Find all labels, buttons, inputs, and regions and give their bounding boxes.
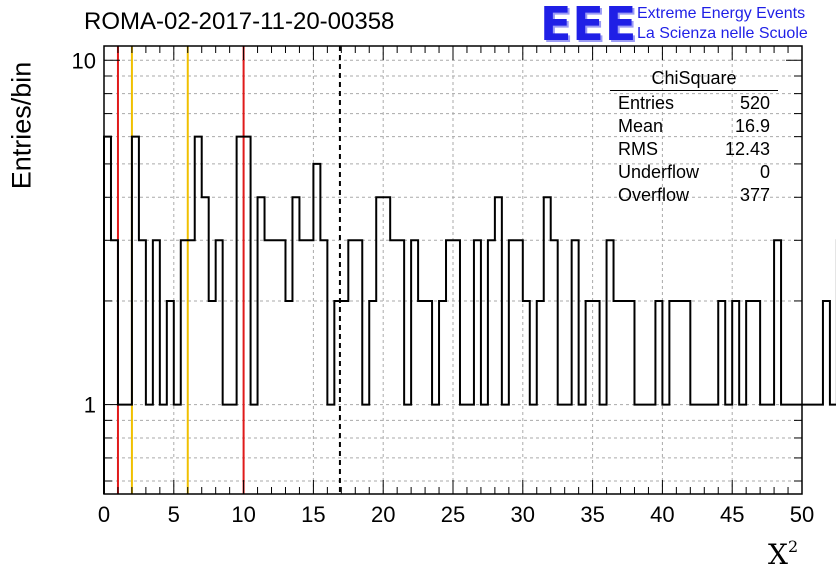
plot-title: ROMA-02-2017-11-20-00358 — [84, 8, 395, 35]
stats-value: 12.43 — [724, 139, 770, 159]
x-tick-label: 40 — [650, 502, 674, 527]
x-tick-label: 35 — [580, 502, 604, 527]
x-tick-label: 15 — [301, 502, 325, 527]
x-tick-label: 50 — [790, 502, 814, 527]
x-tick-label: 30 — [511, 502, 535, 527]
x-tick-label: 45 — [720, 502, 744, 527]
stats-row-overflow: Overflow 377 — [610, 183, 778, 206]
stats-label: Underflow — [618, 162, 700, 182]
x-tick-label: 25 — [441, 502, 465, 527]
x-tick-label: 5 — [168, 502, 180, 527]
y-tick-label: 1 — [84, 393, 96, 418]
eee-logo: EEE — [540, 0, 638, 51]
stats-row-entries: Entries 520 — [610, 91, 778, 114]
x-tick-label: 10 — [231, 502, 255, 527]
y-axis-label-text: Entries/bin — [6, 61, 37, 190]
x-axis-label: X2 — [768, 537, 799, 571]
x-tick-label: 20 — [371, 502, 395, 527]
stats-row-rms: RMS 12.43 — [610, 137, 778, 160]
stats-value: 520 — [739, 93, 770, 113]
stats-box: ChiSquare Entries 520 Mean 16.9 RMS 12.43 U… — [610, 66, 778, 206]
logo-line-1: Extreme Energy Events — [637, 5, 806, 22]
stats-title: ChiSquare — [610, 66, 778, 91]
stats-value: 377 — [739, 185, 770, 205]
stats-label: RMS — [618, 139, 658, 159]
stats-label: Mean — [618, 116, 664, 136]
stats-label: Entries — [618, 93, 675, 113]
stats-row-mean: Mean 16.9 — [610, 114, 778, 137]
stats-value: 16.9 — [734, 116, 770, 136]
y-axis-label: Entries/bin — [2, 62, 42, 190]
y-tick-label: 10 — [72, 48, 96, 73]
stats-value: 0 — [759, 162, 770, 182]
stats-label: Overflow — [618, 185, 690, 205]
logo-line-2: La Scienza nelle Scuole — [637, 25, 808, 42]
logo-caption: Extreme Energy Events La Scienza nelle S… — [637, 4, 808, 44]
stats-row-underflow: Underflow 0 — [610, 160, 778, 183]
x-tick-label: 0 — [98, 502, 110, 527]
